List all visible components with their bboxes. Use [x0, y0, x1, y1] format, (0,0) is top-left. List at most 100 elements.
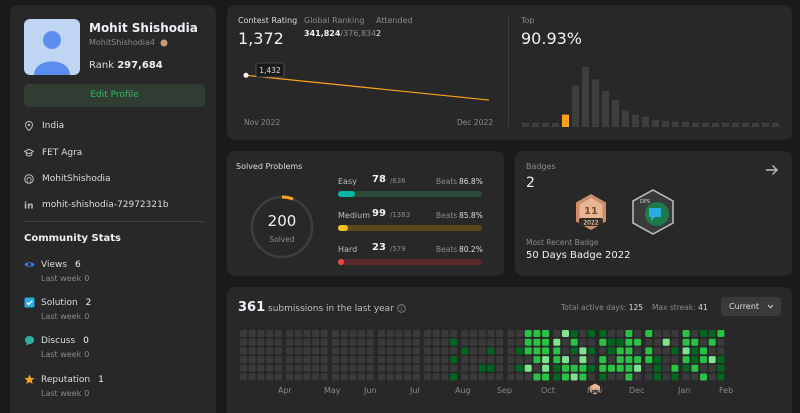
heatmap-cell[interactable]	[441, 364, 449, 372]
heatmap-cell[interactable]	[524, 347, 532, 355]
heatmap-cell[interactable]	[645, 356, 653, 364]
heatmap-cell[interactable]	[516, 373, 523, 381]
heatmap-cell[interactable]	[562, 364, 569, 372]
heatmap-cell[interactable]	[461, 364, 469, 372]
heatmap-cell[interactable]	[634, 347, 642, 355]
heatmap-cell[interactable]	[274, 338, 282, 346]
heatmap-cell[interactable]	[349, 356, 357, 364]
heatmap-cell[interactable]	[645, 338, 653, 346]
heatmap-cell[interactable]	[358, 338, 366, 346]
badge-annual-icon[interactable]: 11 2022	[573, 193, 609, 231]
heatmap-cell[interactable]	[248, 338, 256, 346]
heatmap-cell[interactable]	[240, 364, 247, 372]
heatmap-cell[interactable]	[625, 347, 633, 355]
heatmap-cell[interactable]	[671, 347, 679, 355]
heatmap-cell[interactable]	[340, 347, 348, 355]
heatmap-cell[interactable]	[424, 338, 431, 346]
heatmap-cell[interactable]	[450, 330, 458, 337]
heatmap-cell[interactable]	[441, 330, 449, 337]
arrow-right-icon[interactable]	[765, 163, 779, 177]
heatmap-cell[interactable]	[412, 347, 420, 355]
heatmap-cell[interactable]	[441, 338, 449, 346]
heatmap-cell[interactable]	[478, 373, 486, 381]
heatmap-cell[interactable]	[717, 338, 725, 346]
heatmap-cell[interactable]	[608, 364, 615, 372]
heatmap-cell[interactable]	[691, 373, 699, 381]
heatmap-cell[interactable]	[588, 364, 596, 372]
heatmap-cell[interactable]	[645, 364, 653, 372]
heatmap-cell[interactable]	[395, 364, 403, 372]
heatmap-cell[interactable]	[257, 338, 265, 346]
heatmap-cell[interactable]	[682, 356, 690, 364]
heatmap-cell[interactable]	[404, 356, 412, 364]
heatmap-cell[interactable]	[286, 330, 293, 337]
heatmap-cell[interactable]	[654, 364, 661, 372]
heatmap-cell[interactable]	[432, 373, 440, 381]
heatmap-cell[interactable]	[507, 338, 515, 346]
heatmap-cell[interactable]	[240, 330, 247, 337]
heatmap-cell[interactable]	[366, 347, 374, 355]
heatmap-cell[interactable]	[312, 347, 320, 355]
heatmap-cell[interactable]	[542, 373, 550, 381]
heatmap-cell[interactable]	[257, 330, 265, 337]
heatmap-cell[interactable]	[266, 330, 274, 337]
heatmap-cell[interactable]	[570, 338, 578, 346]
heatmap-cell[interactable]	[553, 364, 561, 372]
heatmap-cell[interactable]	[274, 373, 282, 381]
heatmap-cell[interactable]	[700, 373, 707, 381]
heatmap-cell[interactable]	[266, 356, 274, 364]
heatmap-cell[interactable]	[533, 338, 541, 346]
heatmap-cell[interactable]	[240, 373, 247, 381]
heatmap-cell[interactable]	[312, 338, 320, 346]
heatmap-cell[interactable]	[496, 364, 504, 372]
heatmap-cell[interactable]	[507, 356, 515, 364]
heatmap-cell[interactable]	[450, 364, 458, 372]
heatmap-cell[interactable]	[588, 330, 596, 337]
heatmap-cell[interactable]	[478, 347, 486, 355]
heatmap-cell[interactable]	[450, 338, 458, 346]
heatmap-cell[interactable]	[516, 364, 523, 372]
heatmap-cell[interactable]	[599, 373, 607, 381]
heatmap-cell[interactable]	[671, 356, 679, 364]
heatmap-cell[interactable]	[682, 373, 690, 381]
heatmap-cell[interactable]	[654, 330, 661, 337]
heatmap-cell[interactable]	[248, 364, 256, 372]
heatmap-cell[interactable]	[286, 373, 293, 381]
heatmap-cell[interactable]	[579, 338, 587, 346]
heatmap-cell[interactable]	[478, 364, 486, 372]
heatmap-cell[interactable]	[424, 356, 431, 364]
heatmap-cell[interactable]	[248, 356, 256, 364]
heatmap-cell[interactable]	[274, 356, 282, 364]
heatmap-cell[interactable]	[340, 330, 348, 337]
heatmap-cell[interactable]	[404, 373, 412, 381]
heatmap-cell[interactable]	[625, 373, 633, 381]
heatmap-cell[interactable]	[671, 373, 679, 381]
heatmap-cell[interactable]	[533, 364, 541, 372]
heatmap-cell[interactable]	[542, 356, 550, 364]
rating-point-start[interactable]	[243, 72, 249, 78]
heatmap-cell[interactable]	[524, 364, 532, 372]
heatmap-cell[interactable]	[461, 338, 469, 346]
heatmap-cell[interactable]	[562, 338, 569, 346]
heatmap-cell[interactable]	[441, 347, 449, 355]
heatmap-cell[interactable]	[599, 356, 607, 364]
heatmap-cell[interactable]	[671, 364, 679, 372]
heatmap-cell[interactable]	[570, 373, 578, 381]
heatmap-cell[interactable]	[717, 330, 725, 337]
heatmap-cell[interactable]	[524, 373, 532, 381]
heatmap-cell[interactable]	[553, 356, 561, 364]
heatmap-cell[interactable]	[691, 330, 699, 337]
heatmap-cell[interactable]	[608, 356, 615, 364]
heatmap-cell[interactable]	[654, 356, 661, 364]
heatmap-cell[interactable]	[542, 338, 550, 346]
heatmap-cell[interactable]	[450, 356, 458, 364]
heatmap-cell[interactable]	[700, 347, 707, 355]
heatmap-cell[interactable]	[470, 356, 477, 364]
heatmap-cell[interactable]	[332, 338, 339, 346]
heatmap-cell[interactable]	[257, 347, 265, 355]
heatmap-cell[interactable]	[404, 330, 412, 337]
heatmap-cell[interactable]	[404, 347, 412, 355]
heatmap-cell[interactable]	[608, 373, 615, 381]
heatmap-cell[interactable]	[286, 364, 293, 372]
heatmap-cell[interactable]	[478, 330, 486, 337]
